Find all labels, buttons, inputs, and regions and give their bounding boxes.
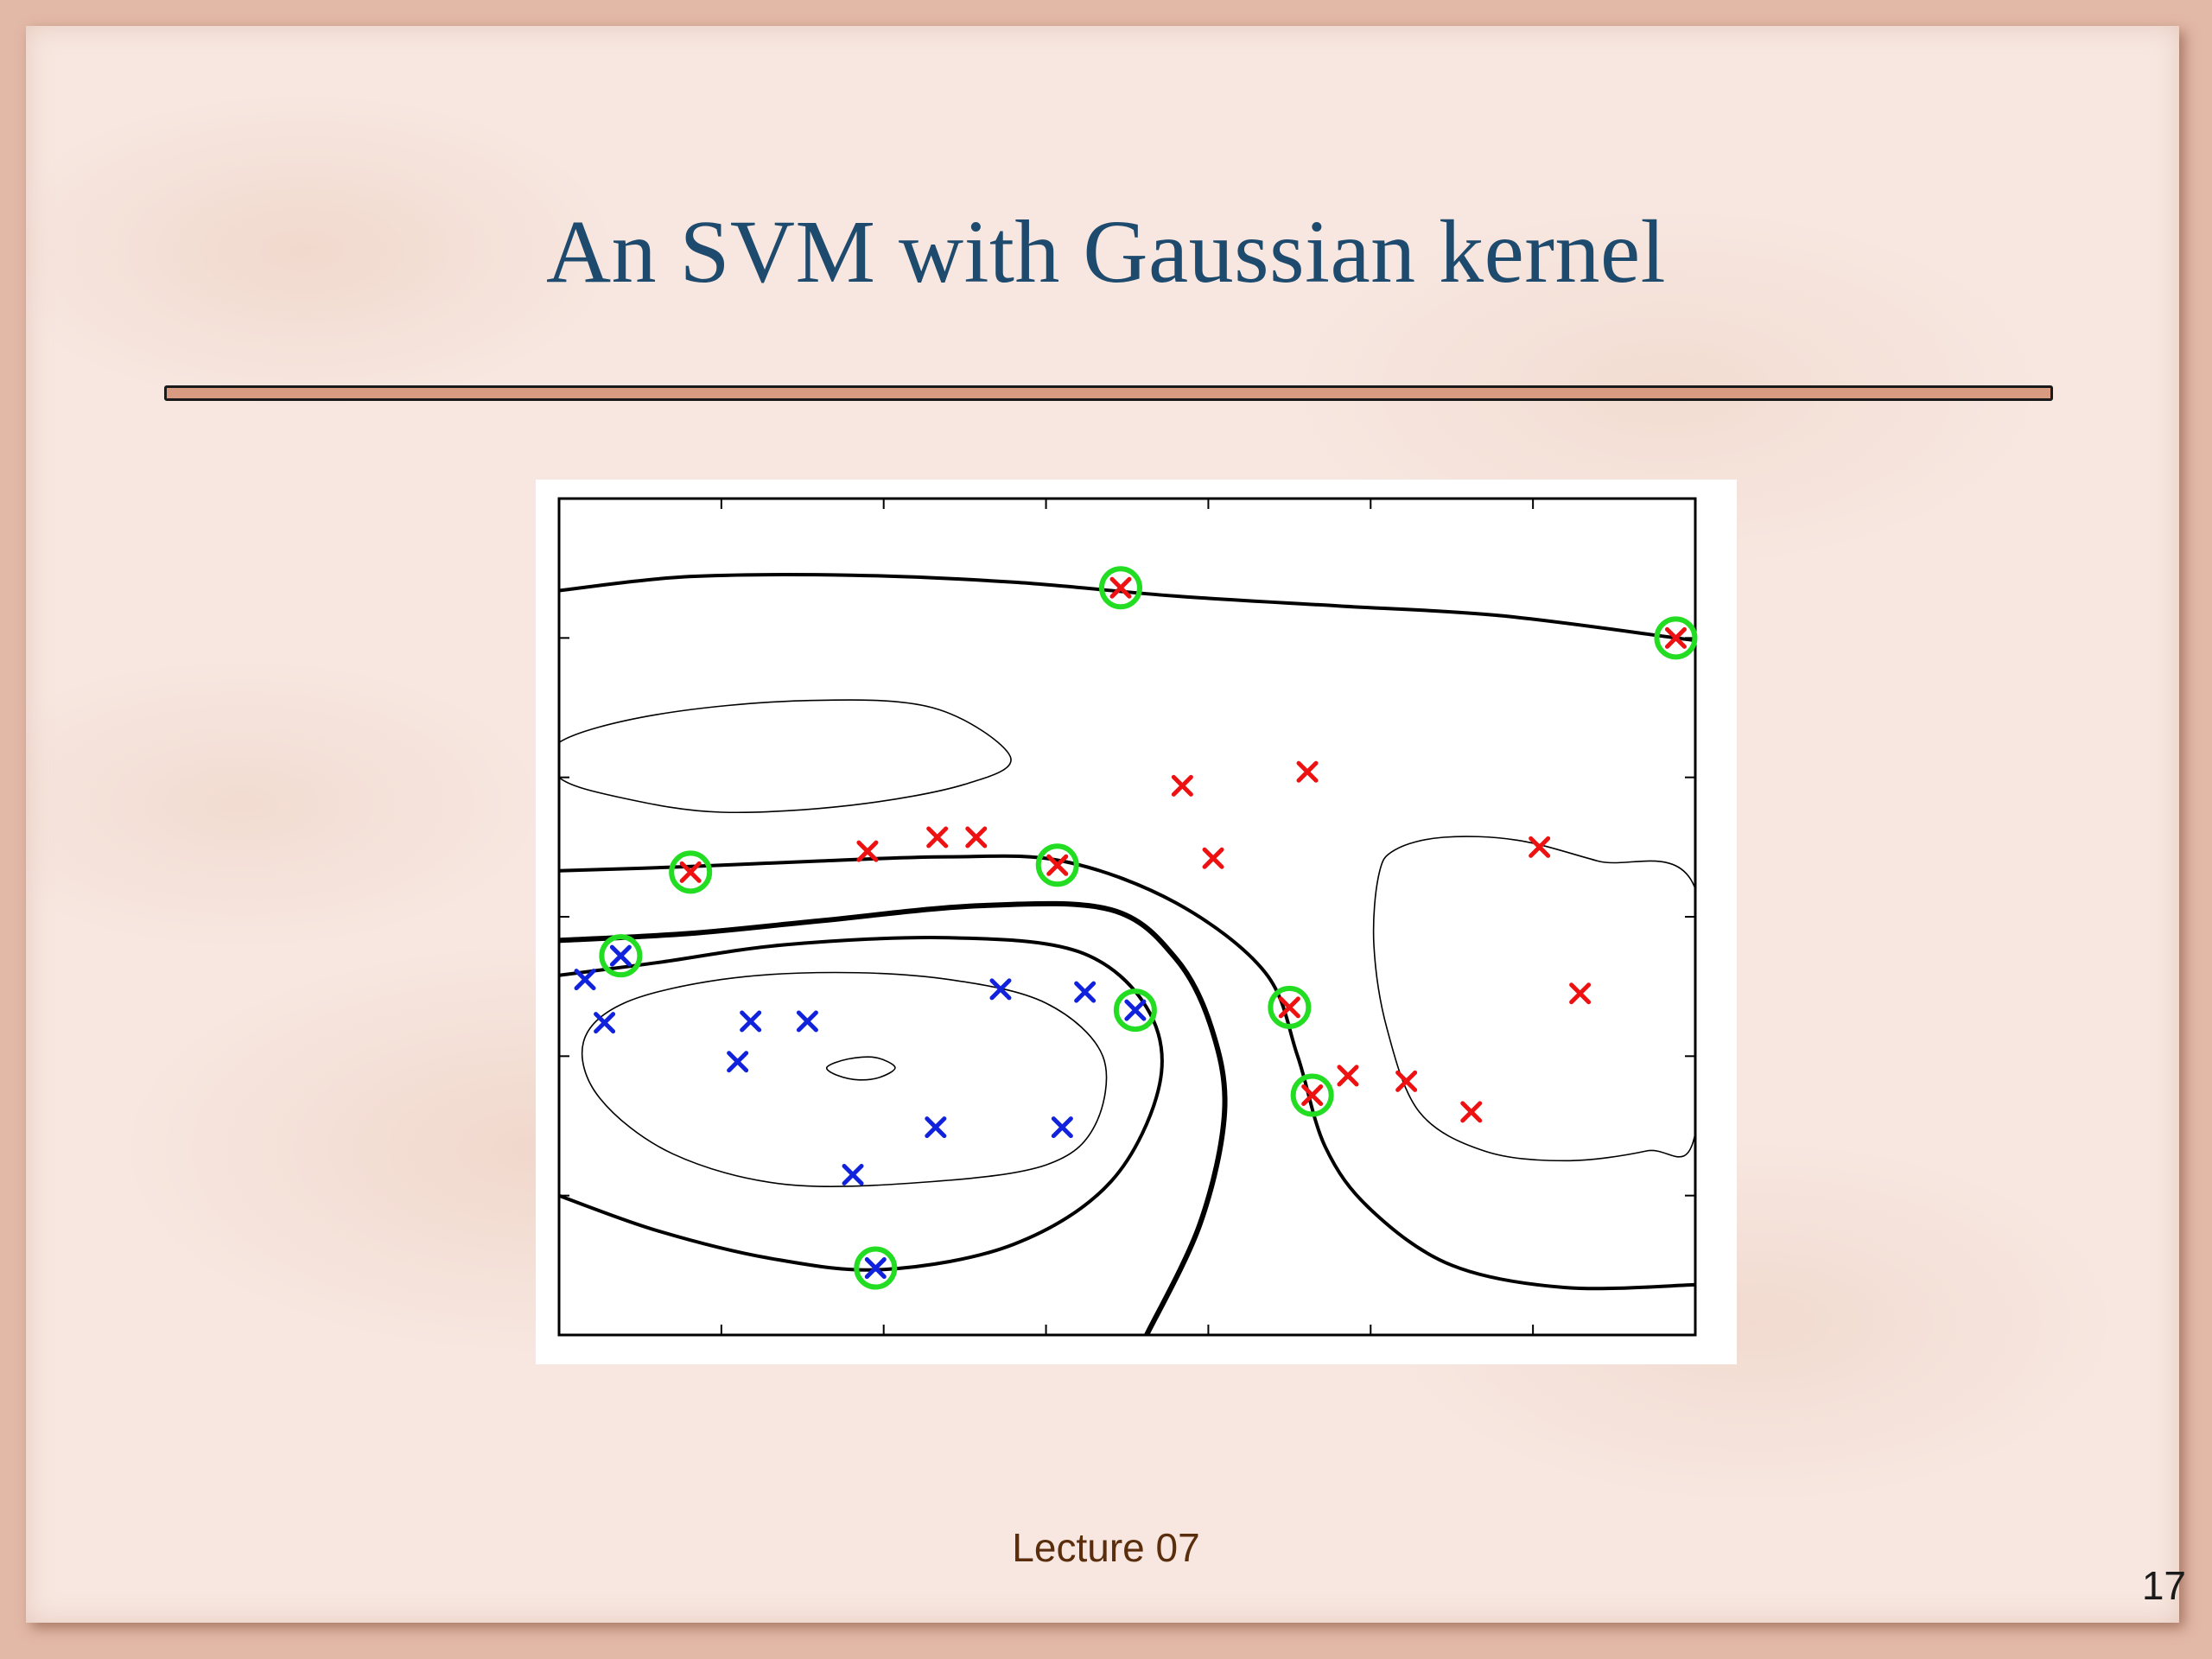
data-point-positive-7	[1171, 774, 1193, 797]
data-point-positive-5	[926, 826, 949, 849]
data-point-positive-11	[1278, 996, 1300, 1019]
support-vector-ring-1	[1654, 616, 1698, 660]
footer-lecture-label: Lecture 07	[1012, 1525, 1200, 1570]
data-point-negative-0	[609, 944, 632, 967]
support-vector-ring-5	[1113, 988, 1157, 1033]
chart-panel	[536, 480, 1737, 1364]
data-point-negative-2	[594, 1012, 616, 1034]
data-point-positive-16	[1569, 982, 1592, 1005]
contour-layer	[559, 572, 1695, 1335]
points-layer	[574, 576, 1687, 1280]
data-point-positive-9	[1202, 847, 1224, 869]
slide-number: 17	[2141, 1563, 2186, 1608]
data-point-negative-8	[1124, 999, 1147, 1021]
contour-line-inner-6	[559, 699, 1012, 814]
support-vector-ring-7	[1290, 1073, 1334, 1117]
data-point-positive-6	[965, 826, 988, 849]
support-vector-ring-8	[854, 1246, 898, 1290]
support-vector-ring-4	[599, 934, 643, 978]
axes-layer	[557, 497, 1697, 1337]
support-vector-layer	[599, 566, 1698, 1290]
data-point-negative-5	[727, 1051, 749, 1073]
data-point-positive-15	[1460, 1101, 1483, 1123]
support-vector-ring-3	[1035, 843, 1079, 887]
data-point-positive-4	[856, 840, 879, 862]
support-vector-ring-0	[1098, 566, 1142, 610]
data-point-negative-10	[1051, 1116, 1073, 1139]
data-point-negative-6	[989, 978, 1012, 1001]
slide-title: An SVM with Gaussian kernel	[545, 202, 1667, 302]
data-point-positive-12	[1301, 1084, 1324, 1107]
data-point-negative-9	[925, 1116, 947, 1139]
contour-line-margin-3	[559, 572, 1695, 643]
contour-line-margin-2	[559, 854, 1695, 1291]
data-point-negative-12	[864, 1257, 887, 1280]
title-divider	[164, 385, 2053, 401]
data-point-positive-13	[1337, 1065, 1359, 1087]
data-point-positive-10	[1529, 836, 1551, 858]
data-point-positive-0	[1109, 576, 1132, 599]
data-point-positive-8	[1296, 760, 1319, 783]
data-point-negative-4	[796, 1010, 818, 1033]
contour-line-inner-7	[1372, 836, 1695, 1162]
data-point-negative-11	[842, 1163, 864, 1185]
data-point-positive-1	[1664, 626, 1687, 649]
data-point-negative-1	[574, 969, 596, 991]
support-vector-ring-6	[1268, 985, 1312, 1029]
contour-line-inner-5	[825, 1056, 896, 1081]
support-vector-ring-2	[669, 850, 713, 894]
data-point-negative-7	[1074, 981, 1096, 1003]
data-point-negative-3	[740, 1010, 762, 1033]
svm-contour-plot	[557, 497, 1698, 1337]
data-point-positive-2	[679, 861, 702, 883]
data-point-positive-14	[1395, 1070, 1418, 1092]
data-point-positive-3	[1046, 854, 1069, 876]
contour-line-decision-boundary-0	[559, 900, 1228, 1335]
contour-line-margin-1	[559, 935, 1164, 1272]
contour-line-inner-4	[581, 971, 1108, 1187]
